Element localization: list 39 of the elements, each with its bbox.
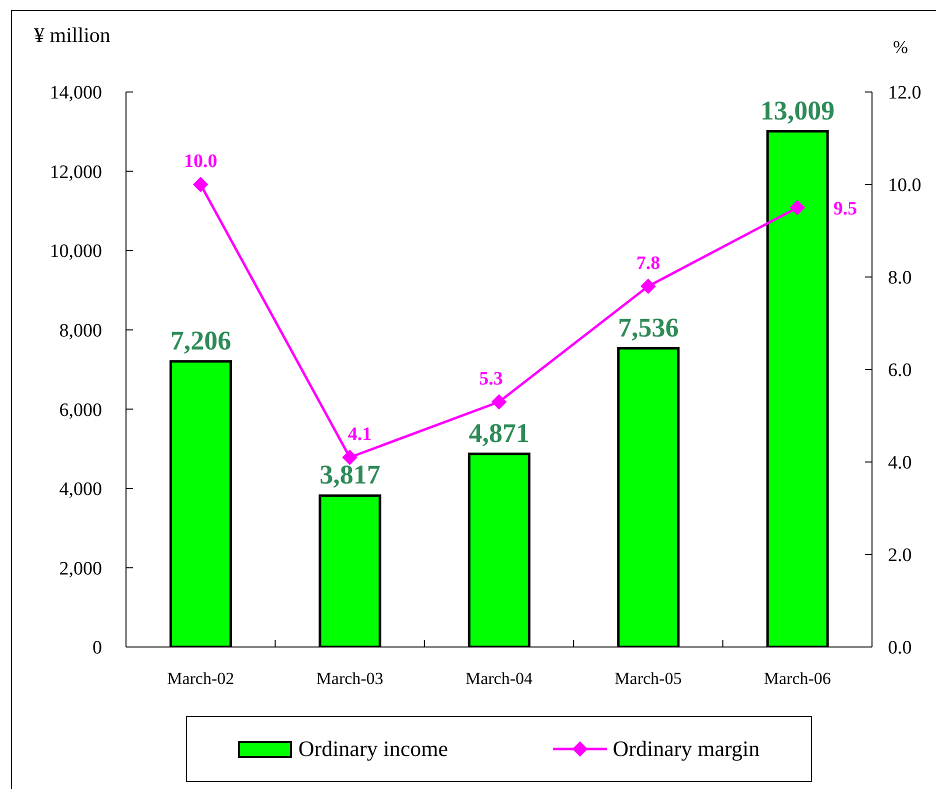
y-tick-label: 10,000 xyxy=(50,241,102,262)
x-tick-label: March-06 xyxy=(764,669,831,688)
data-label: 7,536 xyxy=(618,312,679,342)
y-tick-label: 8,000 xyxy=(59,320,102,342)
y2-tick-label: 12.0 xyxy=(888,82,922,104)
data-label: 9.5 xyxy=(833,198,858,220)
point xyxy=(492,394,506,410)
point xyxy=(790,200,805,216)
x-tick-label: March-02 xyxy=(167,669,234,688)
y2-tick-label: 6.0 xyxy=(888,360,912,382)
data-label: 4,871 xyxy=(468,418,530,448)
legend-label: Ordinary income xyxy=(298,736,448,762)
data-label: 4.1 xyxy=(348,424,372,446)
y2-tick-label: 8.0 xyxy=(888,268,912,289)
y-tick-label: 6,000 xyxy=(59,400,102,421)
data-label: 13,009 xyxy=(760,95,835,126)
y2-tick-label: 4.0 xyxy=(888,452,912,474)
x-tick-label: March-05 xyxy=(614,669,682,688)
x-tick-label: March-03 xyxy=(316,669,384,688)
data-label: 3,817 xyxy=(320,460,380,490)
data-label: 10.0 xyxy=(184,151,218,172)
y2-axis-title: % xyxy=(893,37,908,58)
y-tick-label: 4,000 xyxy=(59,479,102,500)
y-tick-label: 2,000 xyxy=(59,558,102,580)
data-label: 5.3 xyxy=(479,368,503,390)
y2-tick-label: 10.0 xyxy=(888,175,922,196)
data-label: 7.8 xyxy=(636,252,660,274)
y-tick-label: 12,000 xyxy=(50,162,102,183)
y-tick-label: 14,000 xyxy=(50,82,102,104)
y2-tick-label: 0.0 xyxy=(888,638,912,659)
point xyxy=(640,278,656,294)
point xyxy=(193,177,208,192)
data-label: 7,206 xyxy=(170,325,232,356)
point xyxy=(342,450,358,465)
legend-label: Ordinary margin xyxy=(612,736,760,762)
y-axis-title: ¥ million xyxy=(34,23,110,48)
y-tick-label: 0 xyxy=(92,638,102,659)
y2-tick-label: 2.0 xyxy=(888,545,912,566)
x-tick-label: March-04 xyxy=(465,669,534,688)
